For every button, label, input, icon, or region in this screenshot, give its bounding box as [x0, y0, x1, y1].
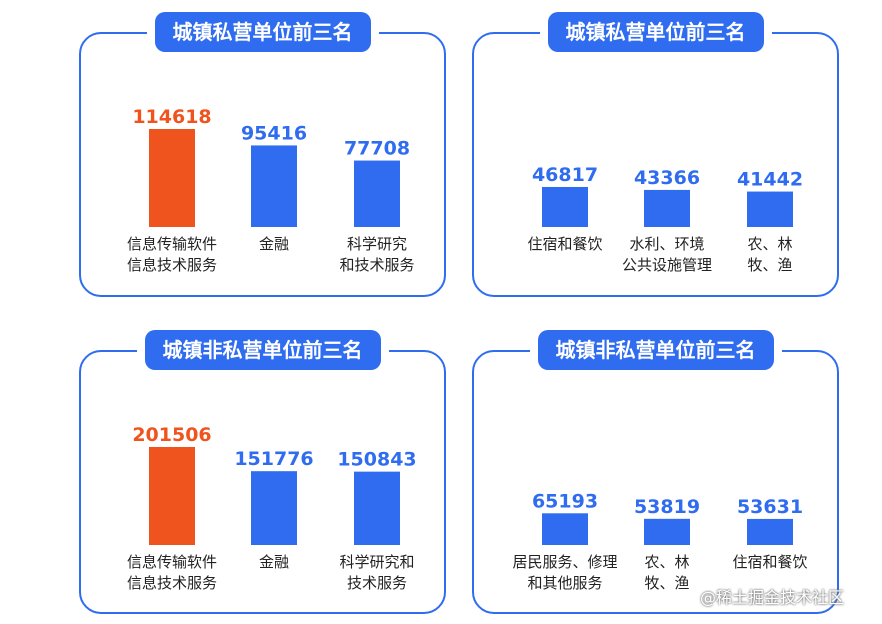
category-label: 信息传输软件	[127, 235, 217, 253]
data-label: 41442	[737, 169, 803, 191]
bar	[542, 513, 588, 545]
data-label: 151776	[234, 448, 313, 470]
bar	[149, 447, 195, 545]
chart-panel-4: 城镇非私营单位前三名 65193 居民服务、修理 和其他服务 53819 农、林牧、渔 5…	[472, 330, 839, 614]
category-label: 信息技术服务	[127, 256, 217, 274]
bar	[149, 129, 195, 227]
data-label: 77708	[344, 138, 410, 160]
category-label: 金融	[259, 553, 289, 571]
category-label: 金融	[259, 235, 289, 253]
data-label: 95416	[241, 122, 307, 144]
category-label: 农、林	[747, 235, 792, 253]
category-label: 住宿和餐饮	[732, 553, 807, 571]
category-label: 和其他服务	[527, 574, 602, 592]
chart-panel-1: 城镇私营单位前三名 114618 信息传输软件 信息技术服务 95416 金融 77708…	[79, 12, 446, 297]
chart-panel-3: 城镇非私营单位前三名 201506 信息传输软件 信息技术服务 151776 金融 150…	[79, 330, 446, 614]
bar	[644, 518, 690, 545]
bar	[251, 471, 297, 545]
bar	[354, 471, 400, 545]
data-label: 53631	[737, 496, 803, 518]
chart-title: 城镇私营单位前三名	[154, 12, 371, 52]
category-label: 信息传输软件	[127, 553, 217, 571]
bar	[747, 191, 793, 227]
data-label: 53819	[634, 496, 700, 518]
bar	[542, 186, 588, 227]
chart-title: 城镇私营单位前三名	[547, 12, 764, 52]
data-label: 65193	[532, 490, 598, 512]
bar	[354, 160, 400, 227]
chart-panel-2: 城镇私营单位前三名 46817 住宿和餐饮 43366 水利、环境公共设施管理 4144…	[472, 12, 839, 297]
category-label: 科学研究	[347, 235, 407, 253]
watermark: @稀土掘金技术社区	[700, 588, 845, 607]
data-label: 150843	[337, 449, 416, 471]
data-label: 201506	[132, 424, 211, 446]
data-label: 114618	[132, 106, 211, 128]
category-label: 农、林	[644, 553, 689, 571]
data-label: 43366	[634, 167, 700, 189]
category-label: 公共设施管理	[622, 256, 712, 274]
category-label: 牧、渔	[747, 256, 792, 274]
bar	[747, 518, 793, 545]
bar	[251, 145, 297, 227]
chart-title: 城镇非私营单位前三名	[537, 330, 774, 370]
category-label: 科学研究和	[339, 553, 414, 571]
category-label: 水利、环境	[629, 235, 704, 253]
category-label: 牧、渔	[644, 574, 689, 592]
category-label: 和技术服务	[339, 256, 414, 274]
category-label: 技术服务	[347, 574, 407, 592]
category-label: 信息技术服务	[127, 574, 217, 592]
bar	[644, 189, 690, 227]
category-label: 住宿和餐饮	[527, 235, 602, 253]
data-label: 46817	[532, 164, 598, 186]
chart-title: 城镇非私营单位前三名	[144, 330, 381, 370]
category-label: 居民服务、修理	[512, 553, 617, 571]
